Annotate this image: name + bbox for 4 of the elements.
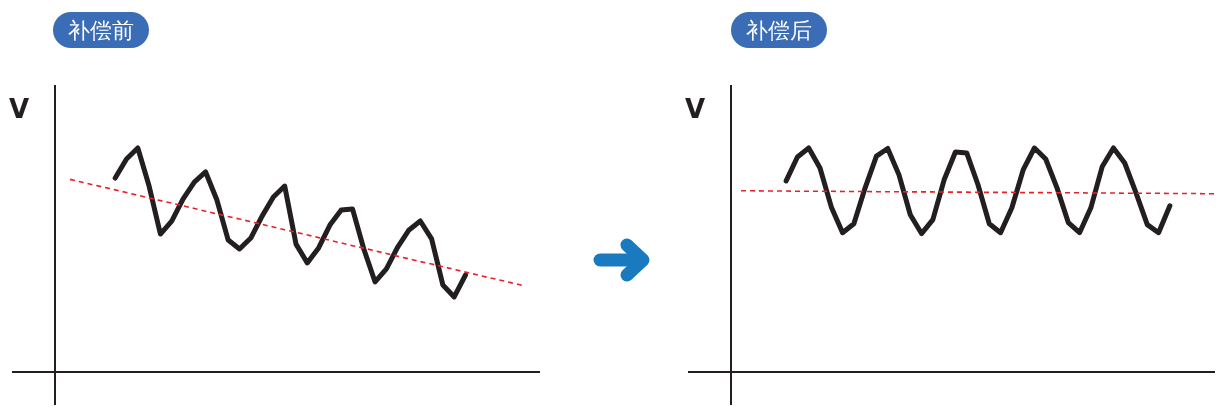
chart-title: 补偿前: [68, 18, 134, 43]
chart-title: 补偿后: [746, 18, 812, 43]
y-axis-title: V: [8, 94, 30, 124]
y-axis-title: V: [684, 94, 706, 124]
